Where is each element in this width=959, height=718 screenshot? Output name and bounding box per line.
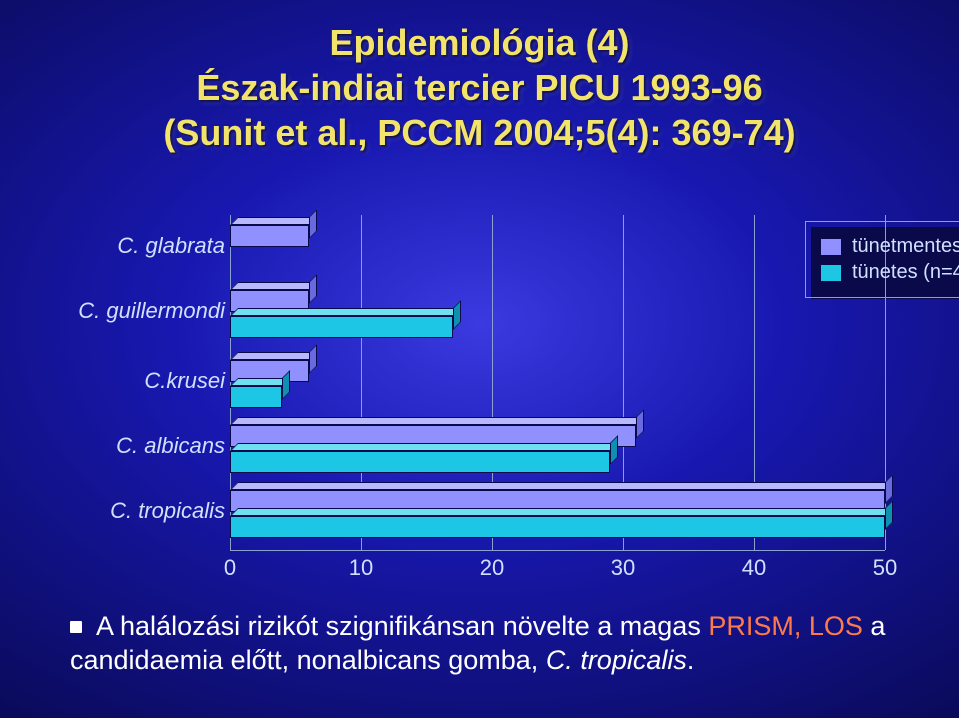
bar	[230, 386, 282, 408]
bullet-end: .	[687, 645, 695, 675]
x-tick-label: 0	[224, 555, 236, 581]
bar	[230, 451, 610, 473]
legend-item-tunetes: tünetes (n=48)	[820, 261, 959, 284]
bullet-pre: A halálozási rizikót szignifikánsan növe…	[96, 611, 708, 641]
legend-label-tunetmentes: tünetmentes (n=16)	[852, 235, 959, 258]
x-tick-label: 20	[480, 555, 504, 581]
bullet-prism: PRISM, LOS	[708, 611, 863, 641]
category-label: C. tropicalis	[45, 498, 225, 524]
category-label: C.krusei	[45, 368, 225, 394]
legend-item-tunetmentes: tünetmentes (n=16)	[820, 235, 959, 258]
bar	[230, 316, 453, 338]
title-line-1: Epidemiológia (4)	[0, 20, 959, 65]
x-axis	[230, 550, 885, 551]
legend-swatch-tunetmentes	[820, 238, 842, 256]
bullet-text: A halálozási rizikót szignifikánsan növe…	[70, 610, 890, 678]
legend-label-tunetes: tünetes (n=48)	[852, 261, 959, 284]
bullet-icon	[70, 621, 82, 633]
bar	[230, 225, 309, 247]
category-label: C. albicans	[45, 433, 225, 459]
x-tick-label: 40	[742, 555, 766, 581]
x-tick-label: 50	[873, 555, 897, 581]
category-label: C. guillermondi	[45, 298, 225, 324]
bullet-species: C. tropicalis	[546, 645, 687, 675]
category-label: C. glabrata	[45, 233, 225, 259]
chart: 01020304050 tünetmentes (n=16) tünetes (…	[70, 215, 890, 595]
x-tick-label: 10	[349, 555, 373, 581]
chart-legend: tünetmentes (n=16) tünetes (n=48)	[805, 221, 959, 298]
bar	[230, 516, 885, 538]
legend-swatch-tunetes	[820, 264, 842, 282]
slide-title: Epidemiológia (4) Észak-indiai tercier P…	[0, 0, 959, 155]
chart-plot: 01020304050 tünetmentes (n=16) tünetes (…	[230, 215, 885, 550]
title-line-3: (Sunit et al., PCCM 2004;5(4): 369-74)	[0, 110, 959, 155]
title-line-2: Észak-indiai tercier PICU 1993-96	[0, 65, 959, 110]
x-tick-label: 30	[611, 555, 635, 581]
